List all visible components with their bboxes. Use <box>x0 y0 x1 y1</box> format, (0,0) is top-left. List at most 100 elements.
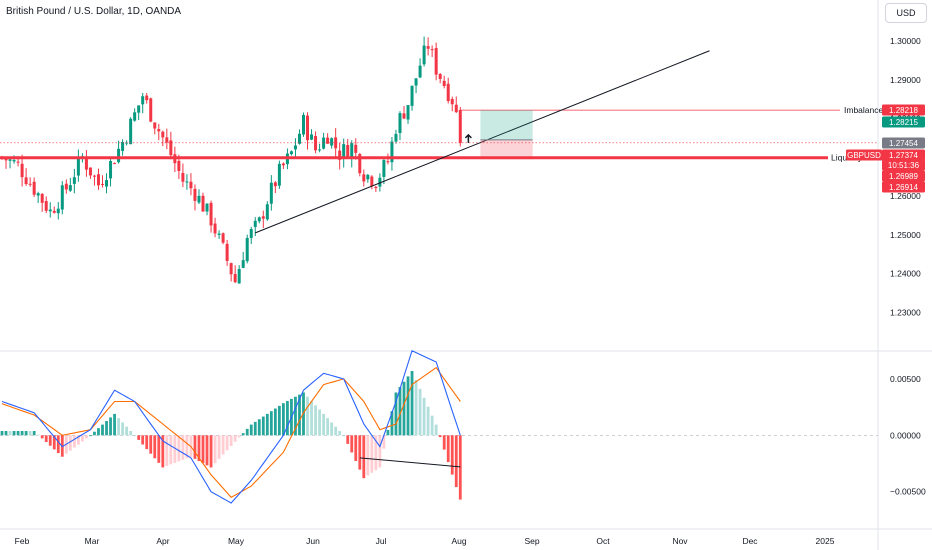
candle-body <box>129 118 133 145</box>
macd-histogram-bar <box>121 422 124 436</box>
macd-histogram-bar <box>20 431 24 436</box>
candle-body <box>370 176 374 187</box>
time-axis-label: 2025 <box>816 536 835 546</box>
candle-body <box>48 209 52 212</box>
price-label-text: GBPUSD <box>847 151 881 160</box>
macd-histogram-bar <box>0 431 4 436</box>
price-label-tag <box>882 104 925 116</box>
candle-body <box>133 112 137 121</box>
macd-histogram-bar <box>390 411 394 436</box>
macd-histogram-bar <box>298 394 301 436</box>
price-axis-tick: 1.26000 <box>890 191 921 201</box>
macd-histogram-bar <box>350 435 354 453</box>
candle-body <box>177 160 181 171</box>
macd-histogram-bar <box>358 435 362 470</box>
candle-body <box>20 163 24 178</box>
macd-histogram-bar <box>310 401 313 436</box>
candle-body <box>84 156 88 170</box>
candle-body <box>394 133 398 142</box>
candle-body <box>169 140 173 156</box>
price-label-tag <box>882 149 925 161</box>
macd-histogram-bar <box>28 431 32 436</box>
candle-body <box>181 172 185 182</box>
price-label-text: 1.28215 <box>889 118 918 127</box>
macd-signal-line <box>1 366 461 498</box>
imbalance-label: Imbalance <box>844 105 883 115</box>
price-label-tag <box>882 137 925 149</box>
macd-histogram-bar <box>72 435 76 448</box>
price-axis-tick: 1.29000 <box>890 75 921 85</box>
macd-histogram-bar <box>56 435 60 454</box>
candle-body <box>438 73 442 79</box>
price-label-text: 1.27374 <box>889 151 918 160</box>
time-axis-label: May <box>228 536 245 546</box>
candle-body <box>326 137 330 144</box>
price-axis-tick: 1.24000 <box>890 269 921 279</box>
candle-body <box>398 113 402 134</box>
price-label-text: 1.28218 <box>889 106 918 115</box>
macd-histogram-bar <box>44 435 48 443</box>
price-label-text: 1.27454 <box>889 139 918 148</box>
candle-body <box>378 177 382 187</box>
macd-histogram-bar <box>165 435 169 466</box>
candle-body <box>330 138 334 146</box>
macd-histogram-bar <box>217 435 221 459</box>
macd-histogram-bar <box>318 409 321 436</box>
macd-histogram-bar <box>249 424 253 436</box>
price-label-tag <box>882 116 925 128</box>
macd-histogram-bar <box>362 435 366 479</box>
currency-button[interactable]: USD <box>885 3 927 23</box>
candle-body <box>302 114 305 135</box>
macd-histogram-bar <box>430 415 434 436</box>
macd-histogram <box>0 371 462 500</box>
candle-body <box>229 263 233 275</box>
candle-body <box>366 174 370 180</box>
candle-body <box>422 45 426 65</box>
macd-histogram-bar <box>16 431 20 436</box>
candle-body <box>310 134 314 140</box>
candle-body <box>96 174 100 186</box>
candle-body <box>209 202 213 226</box>
candle-body <box>72 177 76 184</box>
candle-body <box>185 181 189 183</box>
macd-histogram-bar <box>4 431 8 436</box>
price-label-tag <box>882 170 925 182</box>
macd-histogram-bar <box>81 435 84 442</box>
macd-histogram-bar <box>354 435 358 462</box>
candle-body <box>458 110 462 143</box>
candle-body <box>197 195 201 203</box>
macd-histogram-bar <box>145 435 149 450</box>
candle-body <box>277 163 281 186</box>
macd-histogram-bar <box>12 431 16 436</box>
macd-histogram-bar <box>370 435 374 473</box>
macd-histogram-bar <box>306 396 309 436</box>
candle-body <box>354 144 358 153</box>
macd-histogram-bar <box>105 421 108 436</box>
candle-body <box>297 133 301 144</box>
candle-body <box>141 96 145 105</box>
macd-histogram-bar <box>374 435 378 471</box>
time-axis-label: Aug <box>451 536 466 546</box>
candle-body <box>68 185 72 191</box>
candle-body <box>101 183 104 185</box>
up-arrow-icon <box>464 133 472 143</box>
price-label-text: 1.26989 <box>889 172 918 181</box>
candle-body <box>44 201 48 211</box>
macd-histogram-bar <box>410 371 414 436</box>
macd-histogram-bar <box>169 435 173 465</box>
time-axis-label: Apr <box>156 536 169 546</box>
macd-histogram-bar <box>438 435 442 438</box>
macd-histogram-bar <box>177 435 181 462</box>
macd-histogram-bar <box>85 435 88 439</box>
candle-body <box>76 156 80 176</box>
macd-histogram-bar <box>133 435 137 437</box>
candle-body <box>193 188 197 201</box>
macd-histogram-bar <box>446 435 450 463</box>
macd-histogram-bar <box>149 435 153 454</box>
macd-histogram-bar <box>394 392 398 436</box>
macd-histogram-bar <box>76 435 80 445</box>
price-label-tag <box>882 181 925 193</box>
chart-title: British Pound / U.S. Dollar, 1D, OANDA <box>6 6 182 17</box>
macd-histogram-bar <box>418 388 422 436</box>
